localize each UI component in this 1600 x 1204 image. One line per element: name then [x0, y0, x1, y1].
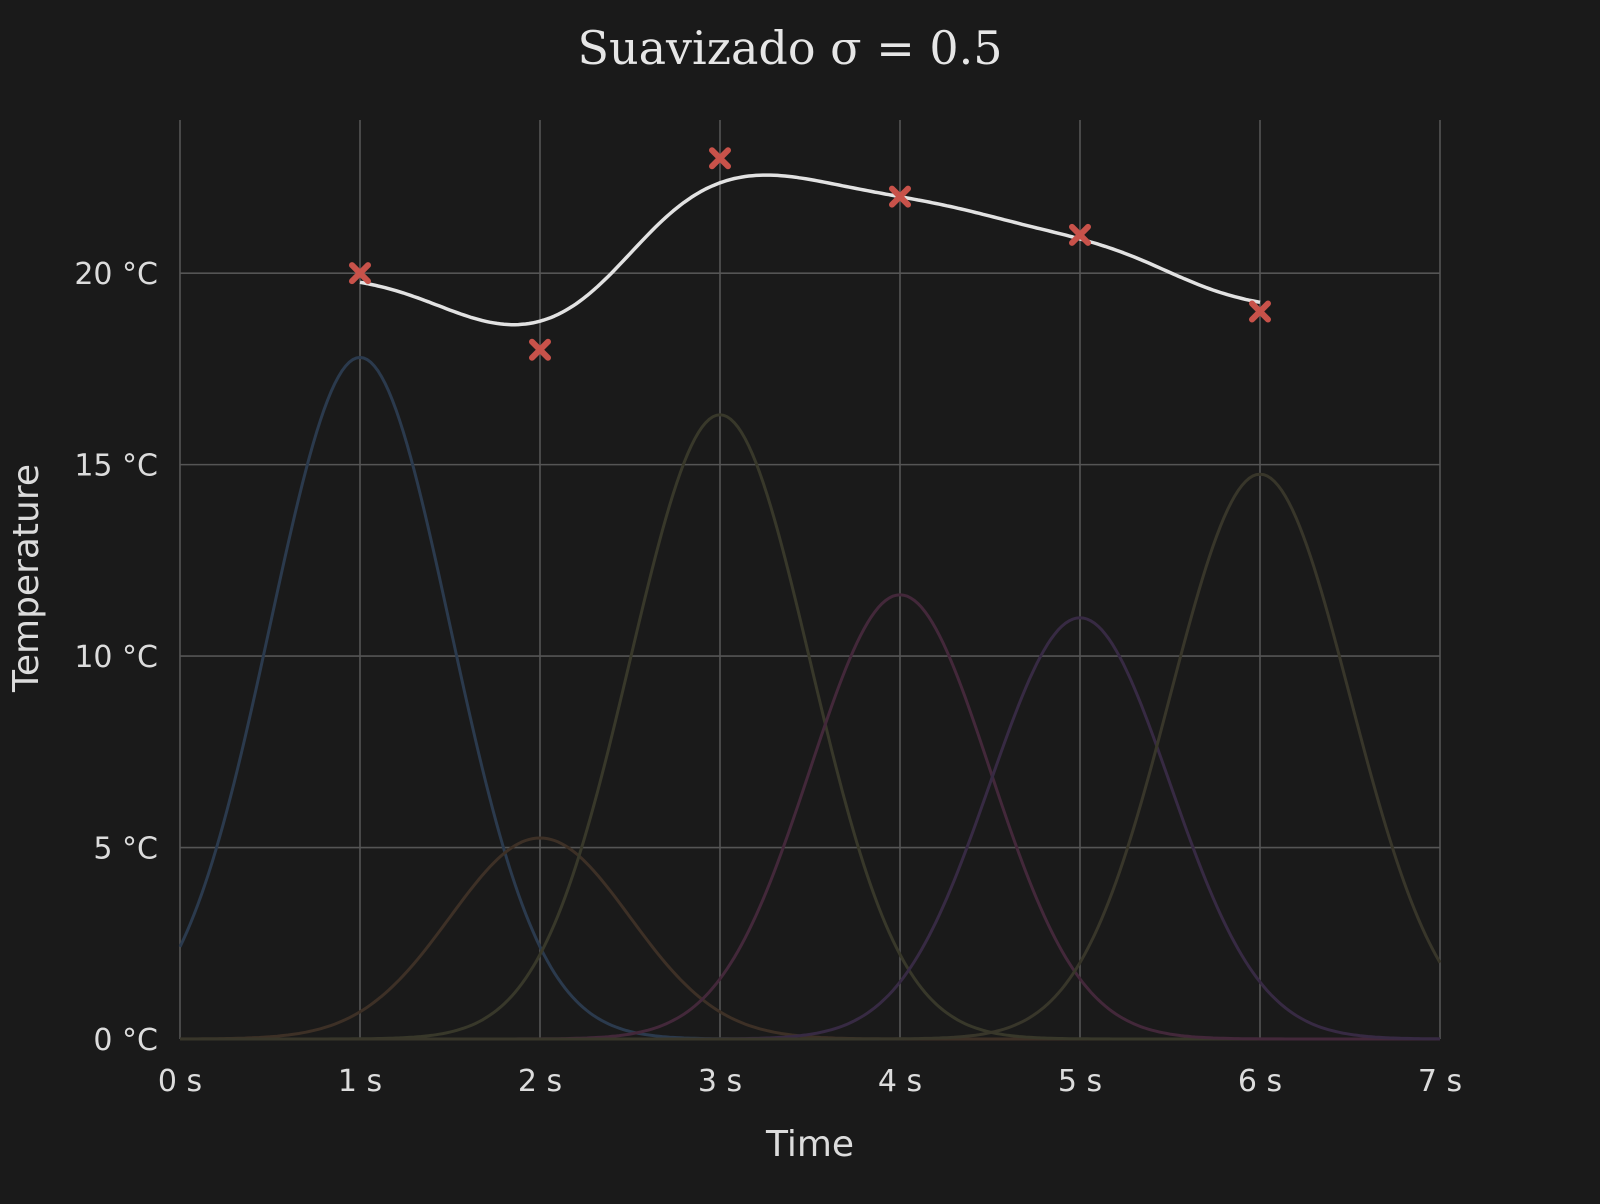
y-tick-label-2: 10 °C [74, 640, 158, 675]
x-tick-label-1: 1 s [338, 1064, 382, 1099]
y-tick-label-3: 15 °C [74, 449, 158, 484]
data-point-marker-4 [889, 185, 911, 208]
x-tick-label-2: 2 s [518, 1064, 562, 1099]
x-tick-label-6: 6 s [1238, 1064, 1282, 1099]
data-point-marker-3 [709, 147, 731, 170]
data-point-marker-5 [1069, 223, 1091, 246]
data-markers [349, 147, 1271, 361]
tick-labels: 0 s 1 s 2 s 3 s 4 s 5 s 6 s 7 s 0 °C 5 °C 10 °C 15 … [74, 257, 1462, 1099]
y-tick-label-1: 5 °C [93, 832, 158, 867]
smoothed-line-layer [359, 173, 1261, 327]
x-tick-label-3: 3 s [698, 1064, 742, 1099]
x-tick-label-4: 4 s [878, 1064, 922, 1099]
y-tick-label-0: 0 °C [93, 1023, 158, 1058]
x-tick-label-0: 0 s [158, 1064, 202, 1099]
data-point-marker-1 [349, 262, 371, 285]
y-tick-label-4: 20 °C [74, 257, 158, 292]
x-tick-label-7: 7 s [1418, 1064, 1462, 1099]
data-point-marker-2 [529, 338, 551, 361]
kernel-curves [178, 355, 1442, 1041]
smoothed-line [359, 173, 1261, 327]
y-axis-label: Temperature [6, 464, 47, 693]
chart-title: Suavizado σ = 0.5 [577, 21, 1002, 75]
kernel-curve-6 [180, 472, 1442, 1041]
x-tick-label-5: 5 s [1058, 1064, 1102, 1099]
x-axis-label: Time [765, 1124, 854, 1165]
data-point-marker-6 [1249, 300, 1271, 323]
